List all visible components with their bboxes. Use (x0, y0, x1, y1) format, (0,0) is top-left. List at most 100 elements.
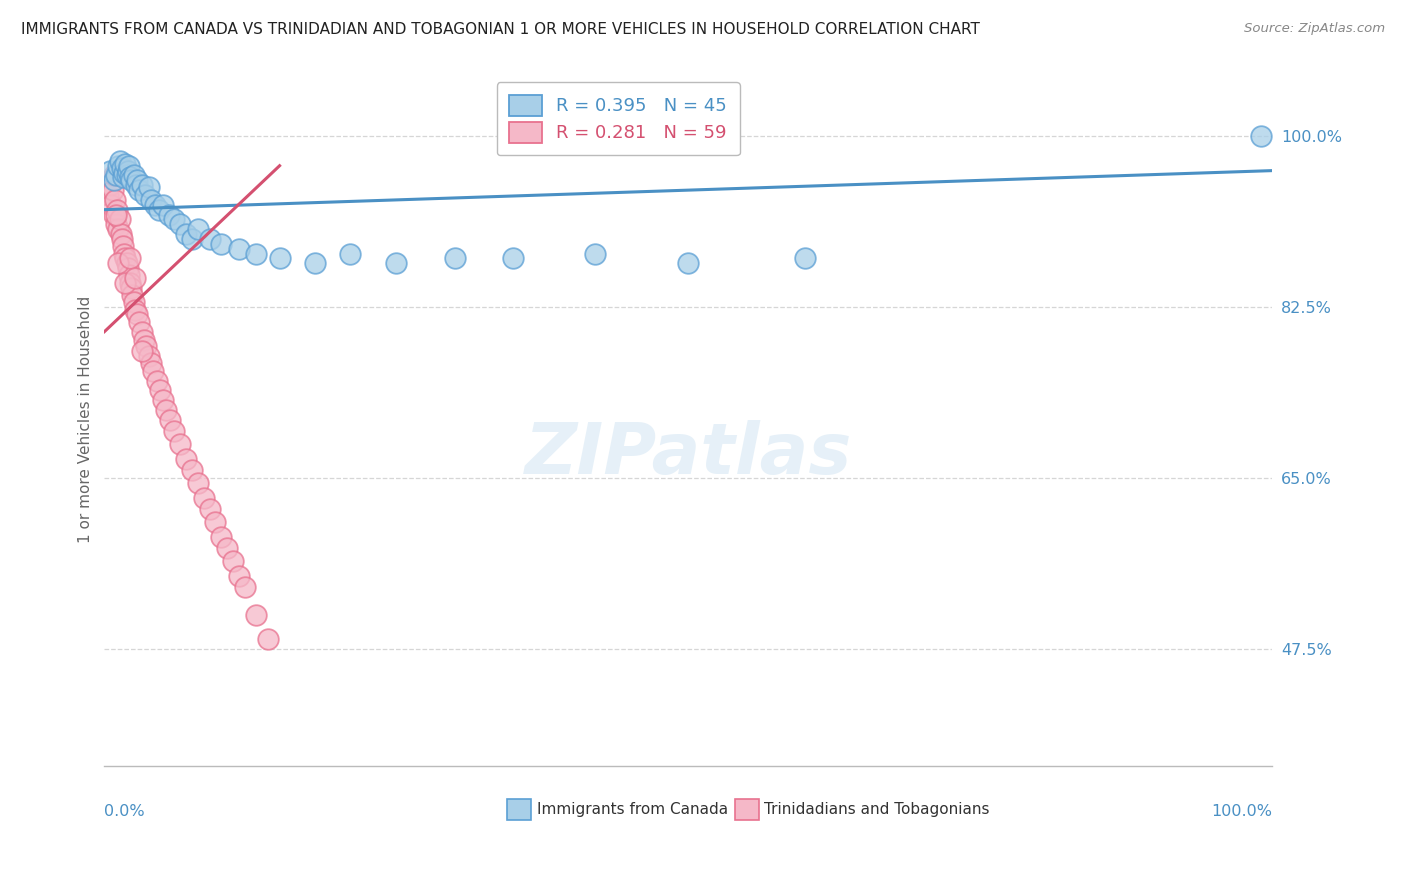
Point (678, 256, 700, 270)
Point (269, 252, 291, 266)
Point (104, 193, 127, 207)
Y-axis label: 1 or more Vehicles in Household: 1 or more Vehicles in Household (79, 296, 93, 543)
Point (125, 178, 148, 193)
Text: Trinidadians and Tobagonians: Trinidadians and Tobagonians (765, 802, 990, 816)
Point (163, 212, 186, 227)
Point (107, 256, 129, 270)
Point (128, 183, 150, 197)
Point (120, 276, 142, 290)
Point (135, 339, 157, 353)
Point (169, 437, 191, 451)
Point (115, 256, 138, 270)
Point (111, 232, 134, 246)
Point (112, 246, 135, 260)
Point (193, 491, 215, 505)
Point (502, 252, 524, 266)
Point (105, 202, 128, 217)
Point (139, 356, 162, 370)
Point (152, 198, 174, 212)
Point (111, 169, 134, 183)
Point (101, 183, 124, 197)
Point (157, 208, 180, 222)
Point (120, 173, 142, 187)
Point (198, 502, 221, 516)
Point (174, 451, 197, 466)
Point (174, 227, 197, 241)
Point (131, 325, 153, 339)
Point (103, 169, 125, 183)
Point (121, 287, 143, 301)
Legend: R = 0.395   N = 45, R = 0.281   N = 59: R = 0.395 N = 45, R = 0.281 N = 59 (496, 82, 740, 155)
Point (105, 208, 128, 222)
Point (120, 281, 142, 295)
Point (128, 315, 150, 329)
Point (111, 161, 134, 175)
Point (107, 159, 129, 173)
Point (124, 303, 146, 318)
Point (187, 475, 209, 490)
Point (233, 581, 256, 595)
Point (138, 180, 160, 194)
Point (143, 198, 166, 212)
Text: Source: ZipAtlas.com: Source: ZipAtlas.com (1244, 22, 1385, 36)
Point (103, 208, 125, 222)
Point (181, 232, 204, 246)
Text: IMMIGRANTS FROM CANADA VS TRINIDADIAN AND TOBAGONIAN 1 OR MORE VEHICLES IN HOUSE: IMMIGRANTS FROM CANADA VS TRINIDADIAN AN… (21, 22, 980, 37)
Point (112, 165, 135, 179)
Point (152, 392, 174, 407)
Point (228, 568, 250, 582)
Point (112, 170, 135, 185)
Text: Immigrants from Canada: Immigrants from Canada (537, 802, 728, 816)
Point (118, 159, 141, 173)
Point (103, 173, 125, 187)
Point (131, 344, 153, 359)
Point (98, 163, 121, 178)
Point (155, 402, 177, 417)
Point (114, 157, 136, 171)
Point (108, 212, 131, 227)
Point (209, 236, 232, 251)
Text: 0.0%: 0.0% (104, 805, 145, 819)
Text: 100.0%: 100.0% (1212, 805, 1272, 819)
Point (105, 217, 128, 231)
Point (163, 424, 186, 438)
Point (117, 163, 139, 178)
Point (181, 463, 204, 477)
Point (148, 202, 170, 217)
Point (127, 307, 149, 321)
Point (583, 246, 606, 260)
Point (169, 217, 191, 231)
Point (120, 170, 142, 185)
Point (159, 412, 181, 426)
Point (257, 632, 280, 647)
Point (304, 256, 326, 270)
Point (122, 169, 145, 183)
Point (117, 261, 139, 276)
Point (100, 198, 122, 212)
Point (124, 271, 146, 285)
Point (245, 246, 267, 260)
Point (98, 178, 121, 193)
Point (114, 276, 136, 290)
Point (118, 268, 141, 282)
Point (222, 554, 245, 568)
Point (245, 607, 267, 622)
Point (138, 349, 160, 363)
Point (115, 169, 138, 183)
Point (131, 178, 153, 193)
Point (198, 232, 221, 246)
Point (204, 515, 226, 529)
Point (122, 295, 145, 310)
Point (1250, 129, 1272, 144)
Point (127, 173, 149, 187)
Point (107, 222, 129, 236)
Point (114, 252, 136, 266)
Point (105, 169, 128, 183)
Point (112, 239, 135, 253)
Point (187, 222, 209, 236)
Text: ZIPatlas: ZIPatlas (524, 420, 852, 489)
Point (228, 242, 250, 256)
FancyBboxPatch shape (508, 798, 530, 820)
Point (149, 384, 172, 398)
Point (142, 364, 165, 378)
